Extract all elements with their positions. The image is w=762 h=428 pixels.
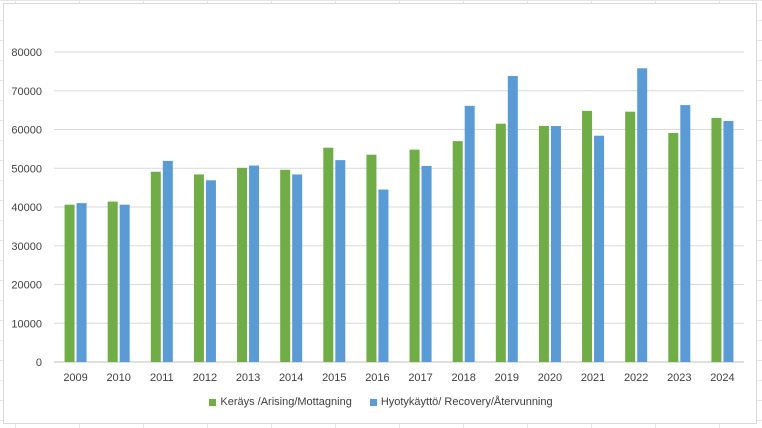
bar-series-2-2012[interactable] bbox=[205, 180, 216, 362]
bar-series-2-2016[interactable] bbox=[378, 189, 389, 362]
legend: Keräys /Arising/Mottagning Hyotykäyttö/ … bbox=[0, 396, 762, 408]
legend-label-series-2: Hyotykäyttö/ Recovery/Återvunning bbox=[380, 396, 553, 408]
legend-swatch-series-1 bbox=[209, 398, 217, 406]
bar-series-1-2013[interactable] bbox=[237, 167, 248, 362]
y-tick-label: 50000 bbox=[11, 163, 42, 175]
bar-series-1-2014[interactable] bbox=[280, 169, 291, 362]
bar-series-1-2023[interactable] bbox=[668, 132, 679, 362]
bar-series-1-2019[interactable] bbox=[495, 123, 506, 362]
y-tick-label: 60000 bbox=[11, 125, 42, 137]
bar-series-2-2018[interactable] bbox=[464, 105, 475, 363]
y-axis-tick-labels: 0 10000 20000 30000 40000 50000 60000 70000 8000… bbox=[11, 47, 42, 369]
bar-series-2-2023[interactable] bbox=[680, 105, 691, 363]
y-tick-label: 20000 bbox=[11, 280, 42, 292]
bar-series-1-2024[interactable] bbox=[711, 117, 722, 362]
x-tick-label: 2023 bbox=[667, 372, 691, 384]
bar-series-2-2011[interactable] bbox=[162, 160, 173, 362]
bar-series-1-2018[interactable] bbox=[452, 141, 463, 362]
x-tick-label: 2011 bbox=[150, 372, 174, 384]
bar-series-2-2015[interactable] bbox=[335, 160, 346, 362]
bar-series-1-2015[interactable] bbox=[323, 147, 334, 362]
x-tick-label: 2018 bbox=[451, 372, 475, 384]
y-tick-label: 10000 bbox=[11, 318, 42, 330]
x-tick-label: 2019 bbox=[495, 372, 519, 384]
x-tick-label: 2021 bbox=[581, 372, 605, 384]
bar-series-2-2013[interactable] bbox=[249, 165, 260, 362]
bar-series-1-2021[interactable] bbox=[582, 110, 593, 363]
x-tick-label: 2024 bbox=[710, 372, 734, 384]
bar-series-1-2012[interactable] bbox=[193, 174, 204, 362]
legend-item-series-2: Hyotykäyttö/ Recovery/Återvunning bbox=[369, 396, 553, 408]
bar-series-1-2020[interactable] bbox=[538, 126, 549, 362]
bar-series-2-2022[interactable] bbox=[637, 68, 648, 363]
y-tick-label: 40000 bbox=[11, 202, 42, 214]
x-tick-label: 2009 bbox=[63, 372, 87, 384]
legend-swatch-series-2 bbox=[369, 398, 377, 406]
legend-item-series-1: Keräys /Arising/Mottagning bbox=[209, 396, 352, 408]
bar-series-1-2011[interactable] bbox=[150, 171, 161, 362]
x-axis-tick-labels: 2009 2010 2011 2012 2013 2014 2015 2016 2017 2018… bbox=[63, 372, 734, 384]
legend-label-series-1: Keräys /Arising/Mottagning bbox=[220, 396, 352, 408]
bar-series-2-2009[interactable] bbox=[76, 203, 87, 362]
bar-series-2-2017[interactable] bbox=[421, 165, 432, 362]
x-tick-label: 2017 bbox=[408, 372, 432, 384]
x-tick-label: 2014 bbox=[279, 372, 303, 384]
x-tick-label: 2022 bbox=[624, 372, 648, 384]
x-tick-label: 2015 bbox=[322, 372, 346, 384]
bar-series-2-2010[interactable] bbox=[119, 204, 130, 362]
bar-series-2-2014[interactable] bbox=[292, 174, 303, 362]
bar-series-1-2016[interactable] bbox=[366, 154, 377, 362]
y-tick-label: 0 bbox=[36, 357, 42, 369]
y-tick-label: 80000 bbox=[11, 47, 42, 59]
x-tick-label: 2010 bbox=[106, 372, 130, 384]
x-tick-label: 2013 bbox=[236, 372, 260, 384]
bar-series-2-2019[interactable] bbox=[507, 76, 518, 363]
bar-series-2-2024[interactable] bbox=[723, 120, 734, 362]
bar-series-2-2020[interactable] bbox=[550, 126, 561, 362]
x-tick-label: 2012 bbox=[193, 372, 217, 384]
bar-series-1-2010[interactable] bbox=[107, 201, 118, 362]
bar-series-1-2017[interactable] bbox=[409, 149, 420, 362]
bars bbox=[64, 68, 734, 363]
x-tick-label: 2020 bbox=[538, 372, 562, 384]
bar-series-2-2021[interactable] bbox=[594, 135, 605, 362]
bar-series-1-2022[interactable] bbox=[625, 111, 636, 362]
y-tick-label: 30000 bbox=[11, 241, 42, 253]
y-tick-label: 70000 bbox=[11, 86, 42, 98]
bar-series-1-2009[interactable] bbox=[64, 204, 75, 362]
x-tick-label: 2016 bbox=[365, 372, 389, 384]
